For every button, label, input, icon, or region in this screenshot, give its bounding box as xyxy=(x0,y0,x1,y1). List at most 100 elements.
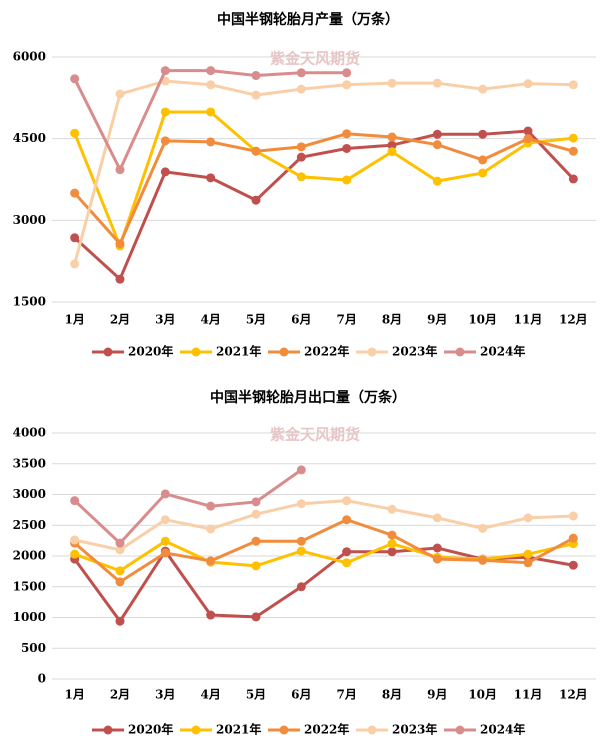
x-tick-label: 1月 xyxy=(64,688,84,702)
y-tick-label: 4000 xyxy=(13,426,46,440)
data-point xyxy=(206,524,216,534)
data-point xyxy=(251,536,261,546)
y-tick-label: 1000 xyxy=(13,610,46,624)
data-point xyxy=(206,556,216,566)
data-point xyxy=(296,68,306,78)
data-point xyxy=(251,71,261,81)
legend-label: 2021年 xyxy=(216,722,261,737)
data-point xyxy=(387,78,397,88)
data-point xyxy=(387,547,397,557)
data-point xyxy=(568,174,578,184)
x-tick-label: 10月 xyxy=(468,688,497,702)
legend-marker xyxy=(455,347,465,357)
data-point xyxy=(432,513,442,523)
data-point xyxy=(251,509,261,519)
data-point xyxy=(70,74,80,84)
data-point xyxy=(115,566,125,576)
legend-marker xyxy=(367,347,377,357)
data-point xyxy=(478,155,488,165)
data-point xyxy=(296,84,306,94)
data-point xyxy=(115,577,125,587)
legend-marker xyxy=(279,725,289,735)
x-tick-label: 12月 xyxy=(559,313,588,327)
watermark: 紫金天风期货 xyxy=(270,426,360,444)
data-point xyxy=(206,80,216,90)
data-point xyxy=(387,530,397,540)
watermark: 紫金天风期货 xyxy=(270,50,360,68)
legend-marker xyxy=(367,725,377,735)
data-point xyxy=(206,137,216,147)
data-point xyxy=(432,140,442,150)
data-point xyxy=(160,536,170,546)
x-tick-label: 9月 xyxy=(427,688,447,702)
data-point xyxy=(296,142,306,152)
data-point xyxy=(387,539,397,549)
legend-label: 2022年 xyxy=(304,722,349,737)
data-point xyxy=(251,146,261,156)
data-point xyxy=(296,546,306,556)
x-tick-label: 8月 xyxy=(382,688,402,702)
data-point xyxy=(296,499,306,509)
legend-marker xyxy=(279,347,289,357)
data-point xyxy=(70,128,80,138)
data-point xyxy=(160,548,170,558)
data-point xyxy=(387,140,397,150)
data-point xyxy=(160,107,170,117)
data-point xyxy=(160,489,170,499)
data-point xyxy=(296,536,306,546)
data-point xyxy=(342,547,352,557)
data-point xyxy=(387,504,397,514)
data-point xyxy=(115,545,125,555)
legend-label: 2022年 xyxy=(304,344,349,359)
x-tick-label: 4月 xyxy=(200,688,220,702)
data-point xyxy=(478,523,488,533)
x-tick-label: 4月 xyxy=(200,313,220,327)
data-point xyxy=(296,465,306,475)
data-point xyxy=(115,274,125,284)
series-line xyxy=(73,132,574,247)
data-point xyxy=(432,176,442,186)
legend-label: 2024年 xyxy=(480,344,525,359)
data-point xyxy=(206,501,216,511)
x-tick-label: 7月 xyxy=(336,688,356,702)
data-point xyxy=(523,549,533,559)
data-point xyxy=(478,168,488,178)
data-point xyxy=(478,555,488,565)
series-line xyxy=(74,499,574,552)
data-point xyxy=(115,89,125,99)
data-point xyxy=(115,239,125,249)
legend-label: 2023年 xyxy=(392,722,437,737)
data-point xyxy=(342,143,352,153)
legend-label: 2020年 xyxy=(128,344,173,359)
data-point xyxy=(342,496,352,506)
series-line xyxy=(73,79,574,265)
series-line xyxy=(73,546,574,624)
y-tick-label: 6000 xyxy=(13,50,46,64)
data-point xyxy=(568,511,578,521)
x-tick-label: 10月 xyxy=(468,313,497,327)
data-point xyxy=(115,538,125,548)
data-point xyxy=(568,133,578,143)
data-point xyxy=(342,80,352,90)
data-point xyxy=(206,173,216,183)
data-point xyxy=(296,172,306,182)
data-point xyxy=(523,513,533,523)
data-point xyxy=(523,134,533,144)
data-point xyxy=(70,233,80,243)
data-point xyxy=(115,165,125,175)
series-line xyxy=(73,518,575,584)
data-point xyxy=(206,107,216,117)
data-point xyxy=(568,146,578,156)
y-tick-label: 0 xyxy=(38,672,46,686)
data-point xyxy=(70,496,80,506)
data-point xyxy=(206,66,216,76)
data-point xyxy=(70,259,80,269)
x-tick-label: 12月 xyxy=(559,688,588,702)
legend-label: 2021年 xyxy=(216,344,261,359)
x-tick-label: 2月 xyxy=(110,313,130,327)
data-point xyxy=(432,78,442,88)
x-tick-label: 6月 xyxy=(291,313,311,327)
data-point xyxy=(478,129,488,139)
x-tick-label: 11月 xyxy=(514,688,543,702)
legend-marker xyxy=(103,347,113,357)
